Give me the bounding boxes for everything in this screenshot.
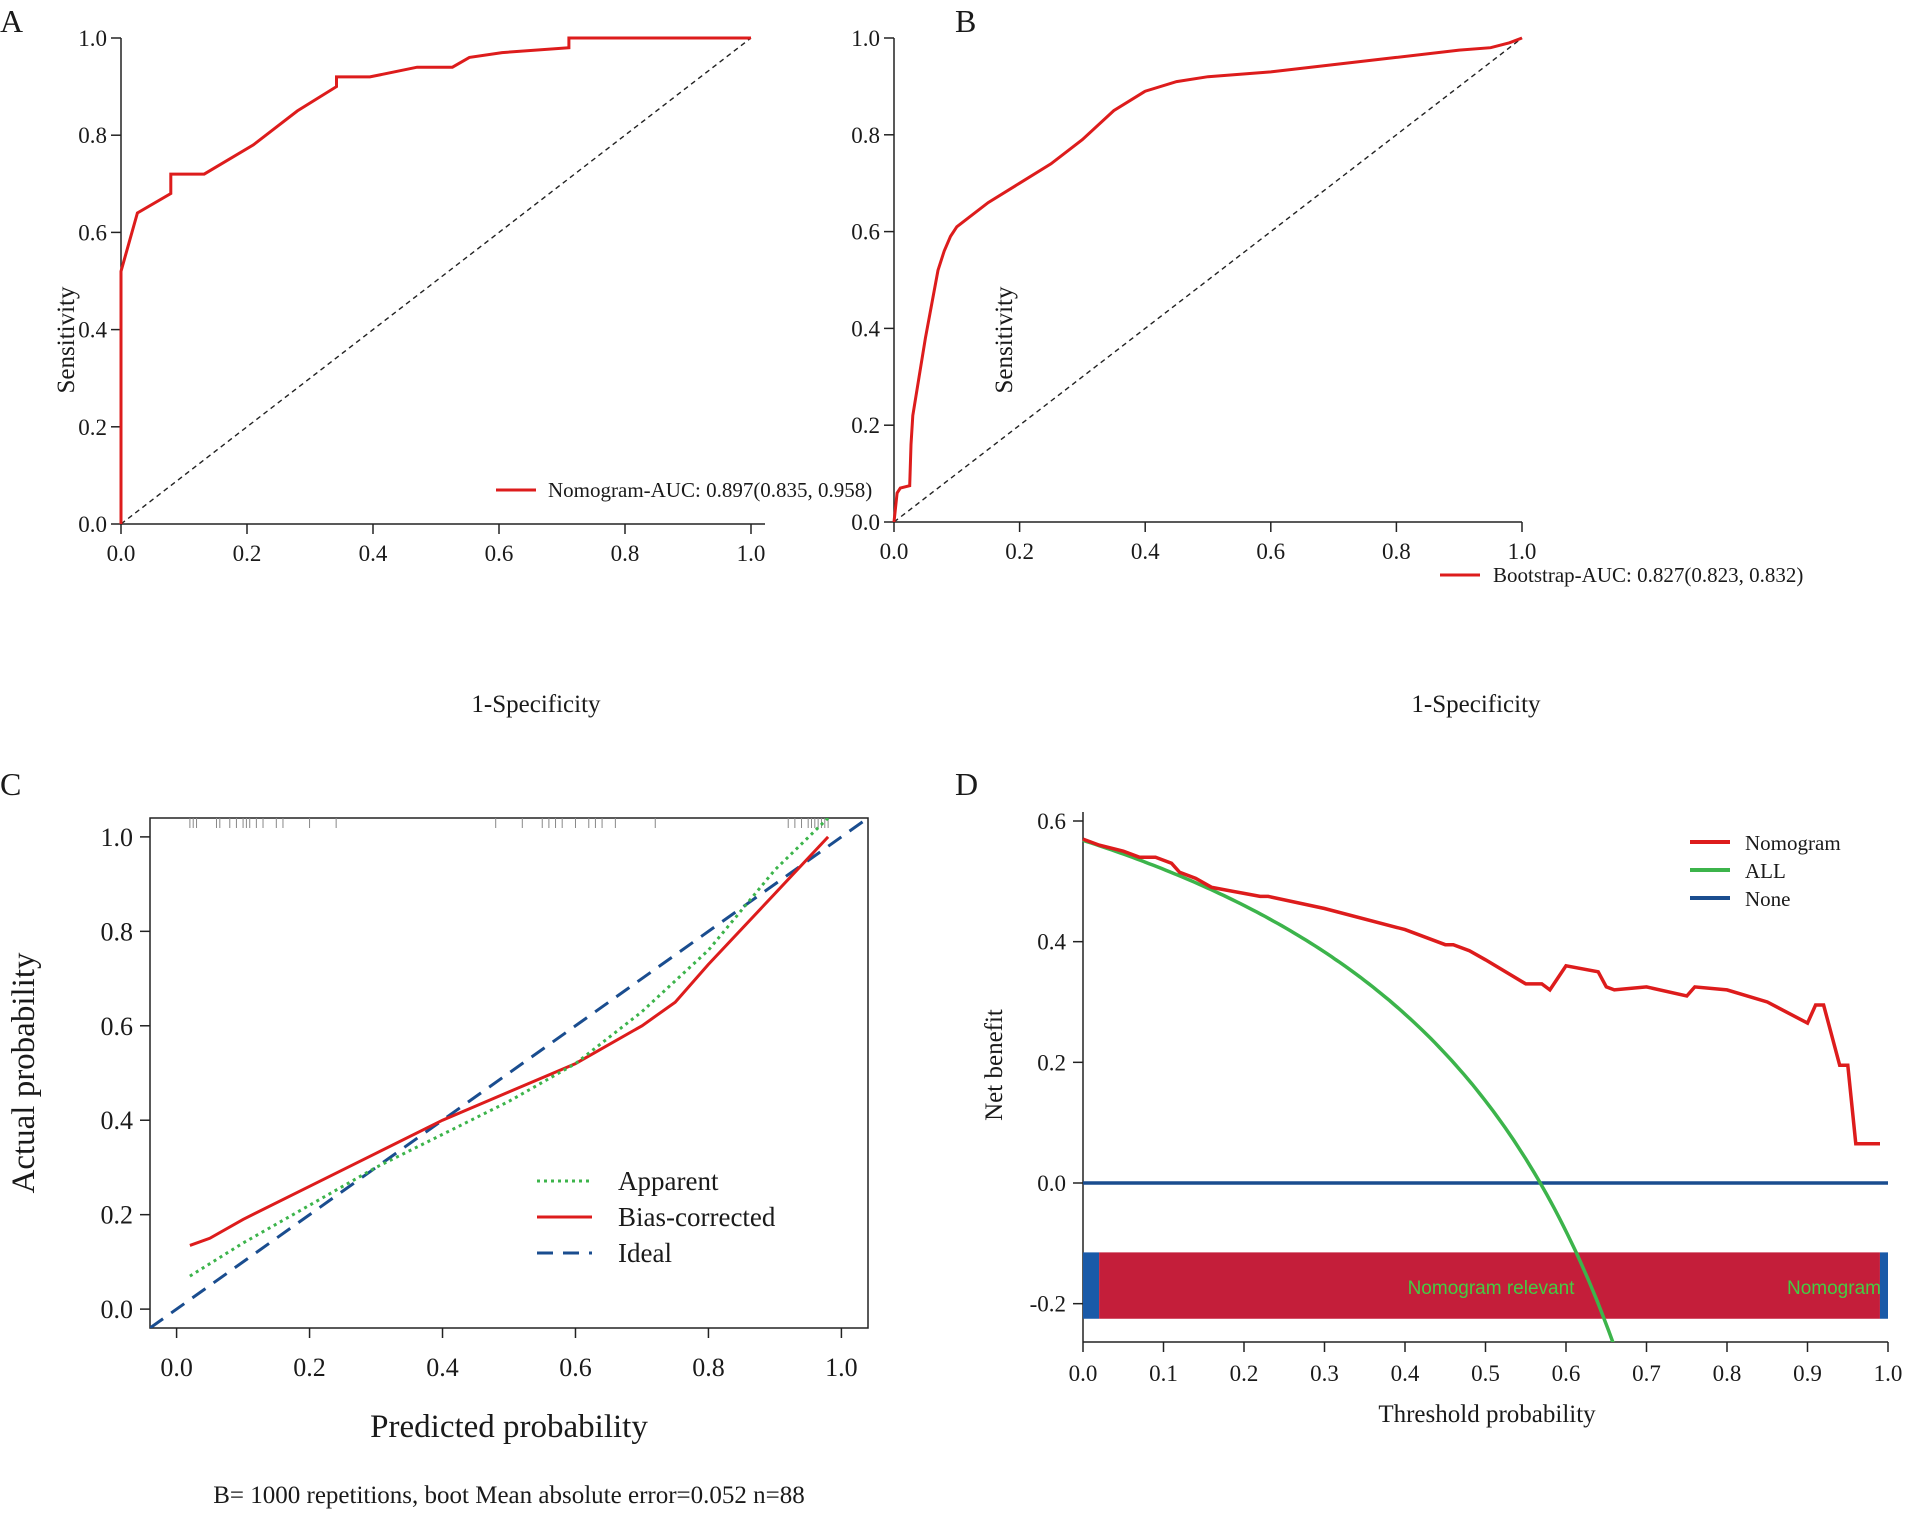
line-all (1082, 838, 1615, 1342)
x-axis-label: Threshold probability (1378, 1401, 1596, 1428)
y-tick-label: 0.0 (101, 1295, 134, 1324)
line-apparent (189, 818, 830, 1278)
x-tick-label: 0.0 (880, 539, 909, 564)
legend-label-auc: Bootstrap-AUC: 0.827(0.823, 0.832) (1493, 563, 1803, 587)
roc-chart-bootstrap: 0.0 0.2 0.4 0.6 0.8 1.0 0.0 0.2 0.4 0.6 0.8 1.0 Boo… (851, 26, 1803, 718)
legend-label-ideal: Ideal (618, 1238, 672, 1268)
legend-label-nomogram: Nomogram (1745, 831, 1841, 855)
x-tick-label: 0.4 (359, 541, 388, 566)
relevance-band (1099, 1252, 1880, 1319)
legend-label-none: None (1745, 887, 1791, 911)
x-tick-label: 0.8 (692, 1353, 725, 1382)
y-tick-label: 0.0 (78, 512, 107, 537)
x-tick-label: 0.0 (160, 1353, 193, 1382)
x-tick-label: 0.8 (1713, 1361, 1742, 1386)
x-axis-label: Predicted probability (370, 1409, 648, 1445)
legend-label-bias-corrected: Bias-corrected (618, 1202, 776, 1232)
x-tick-label: 0.6 (1256, 539, 1285, 564)
band-label-nomogram-relevant: Nomogram relevant (1408, 1278, 1576, 1299)
x-tick-label: 0.2 (293, 1353, 326, 1382)
x-tick-label: 0.9 (1793, 1361, 1822, 1386)
legend-label-all: ALL (1745, 859, 1786, 883)
x-tick-label: 1.0 (1508, 539, 1537, 564)
x-tick-label: 0.6 (485, 541, 514, 566)
y-axis-label: Net benefit (981, 1009, 1008, 1121)
y-tick-label: 0.8 (851, 123, 880, 148)
relevance-band-right (1879, 1252, 1888, 1319)
y-tick-label: 0.4 (78, 318, 107, 343)
y-tick-label: 0.0 (1037, 1171, 1066, 1196)
roc-curve-bootstrap (892, 36, 1523, 523)
reference-diagonal (893, 37, 1523, 523)
y-tick-label: 0.6 (78, 220, 107, 245)
x-tick-label: 0.4 (426, 1353, 459, 1382)
x-tick-label: 1.0 (737, 541, 766, 566)
y-tick-label: 0.8 (101, 917, 134, 946)
panel-label-d: D (955, 766, 978, 802)
x-axis-label: 1-Specificity (1411, 691, 1541, 718)
legend-label-auc: Nomogram-AUC: 0.897(0.835, 0.958) (548, 478, 872, 502)
legend-label-apparent: Apparent (618, 1166, 719, 1196)
line-nomogram (1082, 837, 1880, 1146)
x-tick-label: 0.7 (1632, 1361, 1661, 1386)
y-tick-label: 0.2 (78, 415, 107, 440)
y-tick-label: -0.2 (1030, 1292, 1066, 1317)
y-axis-label: Sensitivity (53, 286, 80, 393)
x-axis-label: 1-Specificity (471, 691, 601, 718)
panel-label-b: B (955, 3, 976, 39)
y-tick-label: 0.8 (78, 123, 107, 148)
y-tick-label: 0.4 (1037, 930, 1066, 955)
band-label-nomogram: Nomogram (1787, 1278, 1881, 1299)
y-tick-label: 0.2 (1037, 1050, 1066, 1075)
y-tick-label: 0.4 (851, 316, 880, 341)
panel-label-a: A (0, 3, 23, 39)
x-tick-label: 0.8 (1382, 539, 1411, 564)
x-tick-label: 0.2 (1005, 539, 1034, 564)
x-tick-label: 1.0 (1874, 1361, 1903, 1386)
decision-curve-chart: 0.0 0.1 0.2 0.3 0.4 0.5 0.6 0.7 0.8 0.9 1.0 -0.2 0.0… (981, 809, 1903, 1428)
y-tick-label: 1.0 (101, 823, 134, 852)
x-tick-label: 0.6 (1552, 1361, 1581, 1386)
x-tick-label: 0.2 (233, 541, 262, 566)
line-bias-corrected (189, 835, 830, 1247)
y-tick-label: 0.2 (101, 1201, 134, 1230)
x-tick-label: 0.4 (1131, 539, 1160, 564)
x-tick-label: 0.4 (1391, 1361, 1420, 1386)
y-tick-label: 0.0 (851, 510, 880, 535)
x-tick-label: 0.8 (611, 541, 640, 566)
x-tick-label: 1.0 (825, 1353, 858, 1382)
line-ideal (150, 818, 868, 1328)
roc-curve-nomogram (119, 36, 751, 524)
y-axis-label: Actual probability (6, 952, 42, 1194)
x-tick-label: 0.6 (559, 1353, 592, 1382)
roc-chart-nomogram: 0.0 0.2 0.4 0.6 0.8 1.0 0.0 0.2 0.4 0.6 0.8 1.0 Nom… (53, 26, 872, 718)
subtitle: B= 1000 repetitions, boot Mean absolute … (213, 1482, 805, 1509)
plot-frame (149, 817, 869, 1329)
y-tick-label: 0.6 (101, 1012, 134, 1041)
x-tick-label: 0.2 (1230, 1361, 1259, 1386)
x-tick-label: 0.3 (1310, 1361, 1339, 1386)
calibration-chart: 0.0 0.2 0.4 0.6 0.8 1.0 0.0 0.2 0.4 0.6 0.8 1.0 App… (6, 817, 869, 1509)
reference-diagonal (120, 37, 752, 525)
relevance-band-left (1083, 1252, 1100, 1319)
x-tick-label: 0.0 (1069, 1361, 1098, 1386)
y-tick-label: 0.6 (1037, 809, 1066, 834)
x-tick-label: 0.0 (107, 541, 136, 566)
panel-label-c: C (0, 766, 21, 802)
y-tick-label: 0.4 (101, 1106, 134, 1135)
y-tick-label: 0.6 (851, 220, 880, 245)
y-axis-label: Sensitivity (991, 286, 1018, 393)
y-tick-label: 0.2 (851, 413, 880, 438)
x-tick-label: 0.5 (1471, 1361, 1500, 1386)
y-tick-label: 1.0 (78, 26, 107, 51)
y-tick-label: 1.0 (851, 26, 880, 51)
x-tick-label: 0.1 (1149, 1361, 1178, 1386)
